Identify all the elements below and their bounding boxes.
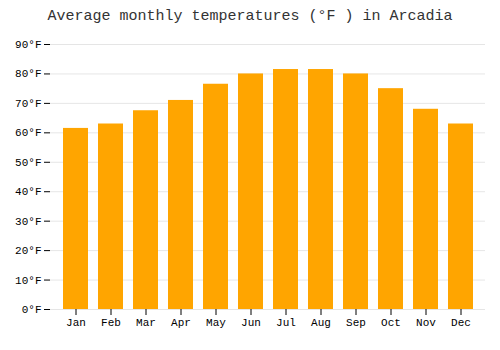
svg-text:10°F: 10°F bbox=[15, 275, 41, 287]
svg-text:Feb: Feb bbox=[101, 317, 121, 329]
svg-text:60°F: 60°F bbox=[15, 127, 41, 139]
svg-text:Sep: Sep bbox=[346, 317, 366, 329]
svg-text:40°F: 40°F bbox=[15, 186, 41, 198]
svg-text:Jun: Jun bbox=[241, 317, 261, 329]
svg-text:0°F: 0°F bbox=[22, 304, 42, 316]
svg-text:Apr: Apr bbox=[171, 317, 191, 329]
svg-text:20°F: 20°F bbox=[15, 245, 41, 257]
svg-text:May: May bbox=[206, 317, 226, 329]
svg-text:Jan: Jan bbox=[66, 317, 86, 329]
svg-text:70°F: 70°F bbox=[15, 98, 41, 110]
svg-text:Mar: Mar bbox=[136, 317, 156, 329]
svg-text:Dec: Dec bbox=[451, 317, 471, 329]
svg-text:Oct: Oct bbox=[381, 317, 401, 329]
svg-text:Nov: Nov bbox=[416, 317, 436, 329]
svg-text:Jul: Jul bbox=[276, 317, 296, 329]
svg-text:50°F: 50°F bbox=[15, 157, 41, 169]
svg-text:30°F: 30°F bbox=[15, 216, 41, 228]
svg-text:Aug: Aug bbox=[311, 317, 331, 329]
html-text:Average monthly temperatures (: Average monthly temperatures (°F ) in Ar… bbox=[47, 8, 453, 25]
svg-text:90°F: 90°F bbox=[15, 39, 41, 51]
svg-text:80°F: 80°F bbox=[15, 68, 41, 80]
